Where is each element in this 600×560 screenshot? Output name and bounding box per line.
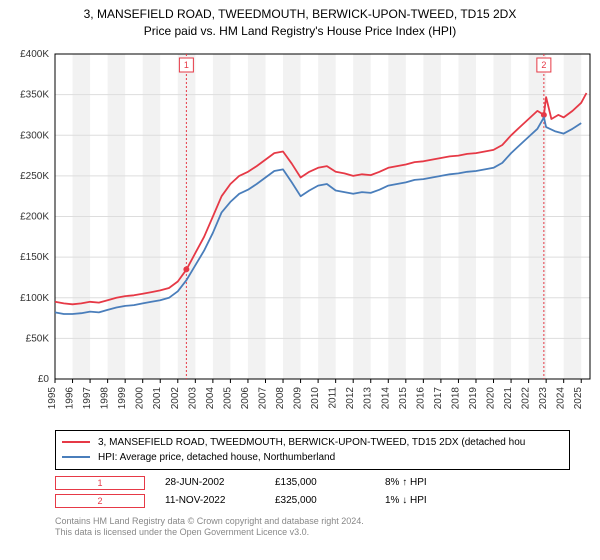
legend-label-subject: 3, MANSEFIELD ROAD, TWEEDMOUTH, BERWICK-… — [98, 435, 525, 450]
svg-text:2011: 2011 — [328, 386, 339, 408]
svg-text:2019: 2019 — [468, 386, 479, 409]
svg-text:2016: 2016 — [415, 386, 426, 409]
svg-text:2007: 2007 — [257, 386, 268, 409]
svg-text:2025: 2025 — [573, 386, 584, 409]
footer-line-2: This data is licensed under the Open Gov… — [55, 527, 570, 539]
svg-text:£150K: £150K — [20, 252, 49, 263]
legend-swatch-hpi — [62, 456, 90, 458]
transaction-badge: 2 — [55, 494, 145, 508]
legend-item-hpi: HPI: Average price, detached house, Nort… — [62, 450, 563, 465]
svg-text:2014: 2014 — [380, 386, 391, 409]
transaction-row: 2 11-NOV-2022 £325,000 1% ↓ HPI — [55, 492, 570, 510]
svg-text:£50K: £50K — [26, 333, 50, 344]
chart-plot-area: £0 £50K £100K £150K £200K £250K £300K £350K £400… — [0, 44, 600, 424]
svg-text:2013: 2013 — [363, 386, 374, 409]
svg-text:1999: 1999 — [117, 386, 128, 409]
svg-text:1998: 1998 — [100, 386, 111, 409]
svg-text:2024: 2024 — [556, 386, 567, 409]
chart-container: 3, MANSEFIELD ROAD, TWEEDMOUTH, BERWICK-… — [0, 0, 600, 560]
footer-attribution: Contains HM Land Registry data © Crown c… — [55, 516, 570, 539]
svg-text:£350K: £350K — [20, 89, 49, 100]
svg-text:2004: 2004 — [205, 386, 216, 409]
svg-text:2017: 2017 — [433, 386, 444, 409]
transaction-badge: 1 — [55, 476, 145, 490]
svg-text:1997: 1997 — [82, 386, 93, 409]
svg-text:1995: 1995 — [47, 386, 58, 409]
svg-text:2021: 2021 — [503, 386, 514, 409]
svg-text:2005: 2005 — [222, 386, 233, 409]
svg-text:2010: 2010 — [310, 386, 321, 409]
svg-text:2009: 2009 — [293, 386, 304, 409]
svg-text:2002: 2002 — [170, 386, 181, 409]
svg-text:£200K: £200K — [20, 211, 49, 222]
svg-text:2015: 2015 — [398, 386, 409, 409]
title-area: 3, MANSEFIELD ROAD, TWEEDMOUTH, BERWICK-… — [0, 0, 600, 44]
transactions-area: 1 28-JUN-2002 £135,000 8% ↑ HPI 2 11-NOV… — [55, 474, 570, 510]
transaction-price: £135,000 — [275, 474, 365, 492]
svg-text:2000: 2000 — [135, 386, 146, 409]
svg-text:£100K: £100K — [20, 292, 49, 303]
transaction-delta: 1% ↓ HPI — [385, 492, 475, 510]
svg-text:2020: 2020 — [486, 386, 497, 409]
title-line-1: 3, MANSEFIELD ROAD, TWEEDMOUTH, BERWICK-… — [10, 6, 590, 23]
svg-text:£400K: £400K — [20, 49, 49, 60]
svg-text:2001: 2001 — [152, 386, 163, 409]
title-line-2: Price paid vs. HM Land Registry's House … — [10, 23, 590, 40]
svg-text:2023: 2023 — [538, 386, 549, 409]
svg-text:1996: 1996 — [65, 386, 76, 409]
svg-text:2003: 2003 — [187, 386, 198, 409]
svg-text:2012: 2012 — [345, 386, 356, 409]
svg-text:£0: £0 — [38, 374, 50, 385]
svg-text:1: 1 — [184, 60, 189, 70]
svg-text:2018: 2018 — [450, 386, 461, 409]
legend-swatch-subject — [62, 441, 90, 443]
svg-text:2008: 2008 — [275, 386, 286, 409]
legend-item-subject: 3, MANSEFIELD ROAD, TWEEDMOUTH, BERWICK-… — [62, 435, 563, 450]
transaction-row: 1 28-JUN-2002 £135,000 8% ↑ HPI — [55, 474, 570, 492]
chart-svg: £0 £50K £100K £150K £200K £250K £300K £350K £400… — [0, 44, 600, 424]
transaction-date: 11-NOV-2022 — [165, 492, 255, 510]
footer-line-1: Contains HM Land Registry data © Crown c… — [55, 516, 570, 528]
svg-text:£250K: £250K — [20, 170, 49, 181]
svg-text:2: 2 — [541, 60, 546, 70]
transaction-price: £325,000 — [275, 492, 365, 510]
transaction-date: 28-JUN-2002 — [165, 474, 255, 492]
svg-text:2006: 2006 — [240, 386, 251, 409]
transaction-delta: 8% ↑ HPI — [385, 474, 475, 492]
svg-text:£300K: £300K — [20, 130, 49, 141]
svg-text:2022: 2022 — [521, 386, 532, 409]
legend-label-hpi: HPI: Average price, detached house, Nort… — [98, 450, 335, 465]
legend-box: 3, MANSEFIELD ROAD, TWEEDMOUTH, BERWICK-… — [55, 430, 570, 470]
